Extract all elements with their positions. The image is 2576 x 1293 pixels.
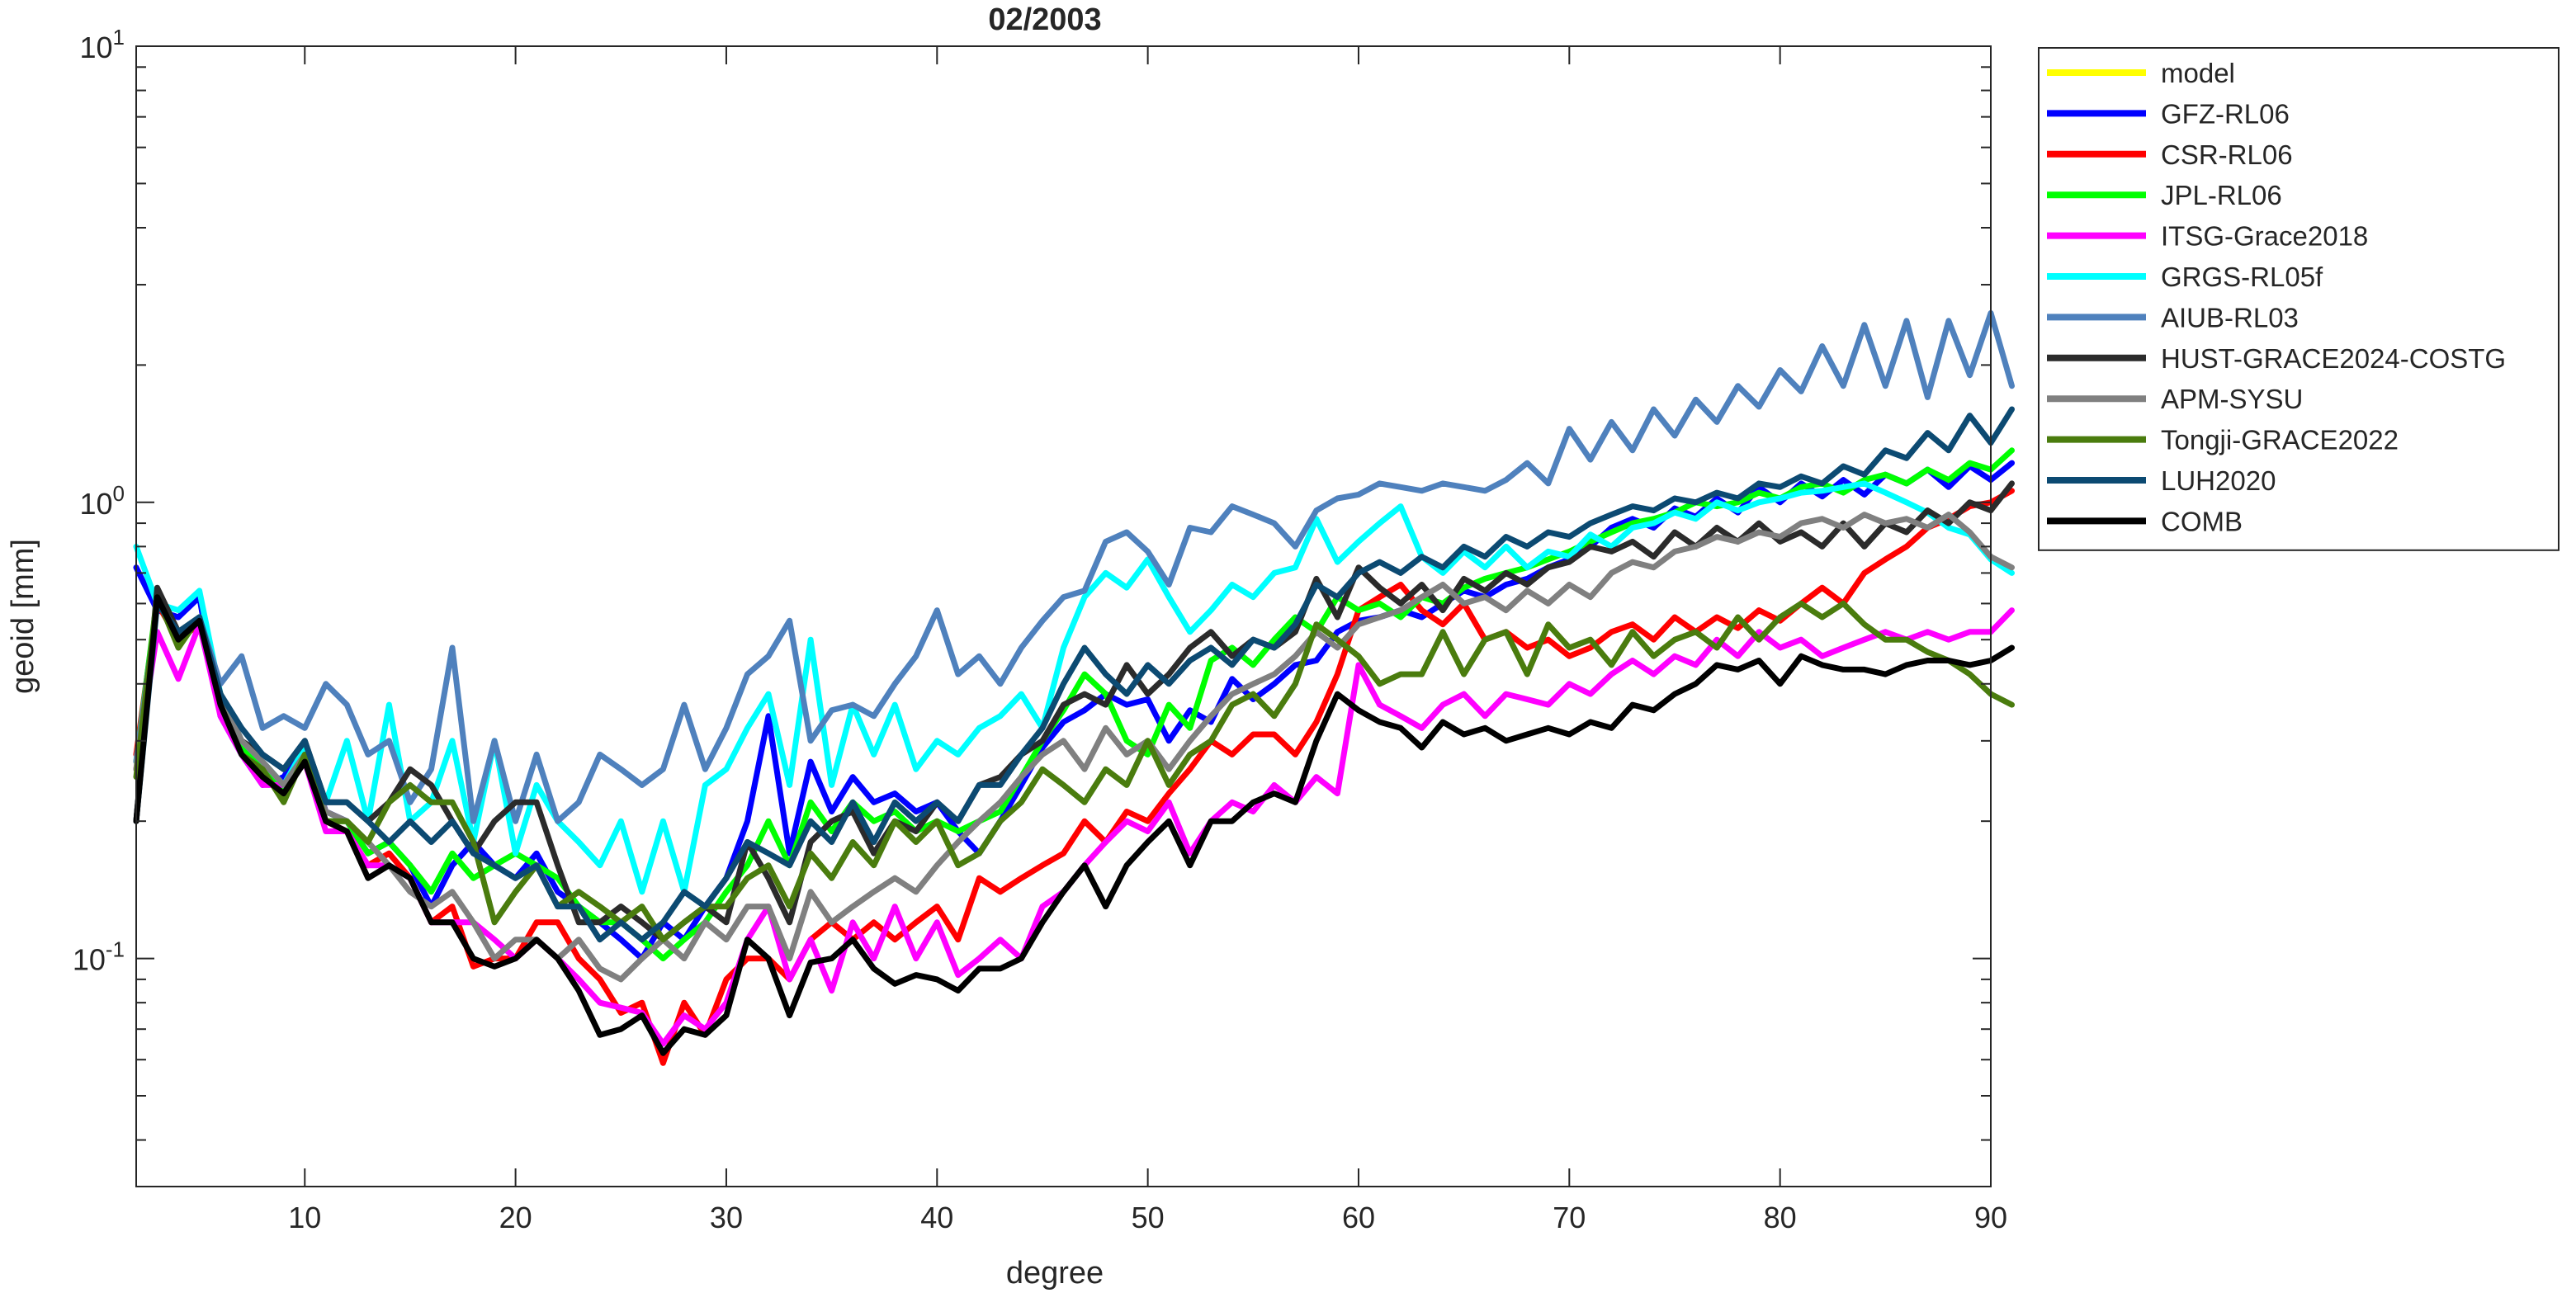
legend-label: CSR-RL06 <box>2161 139 2293 170</box>
legend-label: ITSG-Grace2018 <box>2161 221 2368 252</box>
x-tick-label: 80 <box>1764 1201 1797 1234</box>
series-line-aiub-rl03 <box>133 309 2015 824</box>
series-line-tongji-grace2022 <box>133 594 2015 943</box>
series-line-comb <box>133 594 2015 1056</box>
y-axis: 10-1 100 101 <box>73 25 1991 1141</box>
series-line-apm-sysu <box>133 512 2015 983</box>
x-tick-label: 30 <box>710 1201 743 1234</box>
series-layer <box>133 309 2015 1066</box>
legend-label: GFZ-RL06 <box>2161 98 2290 129</box>
legend-label: COMB <box>2161 506 2243 536</box>
series-line-csr-rl06 <box>133 488 2015 1066</box>
legend-label: LUH2020 <box>2161 465 2276 496</box>
legend-label: APM-SYSU <box>2161 384 2303 414</box>
plot-area <box>136 46 1991 1187</box>
y-tick-label: 10-1 <box>73 937 125 977</box>
y-tick-label: 100 <box>79 481 125 521</box>
x-tick-label: 40 <box>920 1201 953 1234</box>
legend-label: GRGS-RL05f <box>2161 262 2323 292</box>
x-axis-label: degree <box>1006 1256 1104 1291</box>
plot-frame <box>135 45 1992 1187</box>
x-tick-label: 50 <box>1132 1201 1165 1234</box>
y-tick-label: 101 <box>79 25 125 64</box>
x-tick-label: 20 <box>499 1201 532 1234</box>
chart-title: 02/2003 <box>988 2 1101 37</box>
legend-label: model <box>2161 58 2235 88</box>
series-line-luh2020 <box>133 406 2015 943</box>
x-tick-label: 10 <box>288 1201 321 1234</box>
x-tick-label: 90 <box>1974 1201 2007 1234</box>
series-line-grgs-rl05f <box>133 480 2015 895</box>
legend: model GFZ-RL06 CSR-RL06 JPL-RL06 ITSG-Grace2… <box>2038 47 2559 551</box>
legend-label: AIUB-RL03 <box>2161 302 2299 333</box>
x-tick-label: 60 <box>1342 1201 1375 1234</box>
legend-label: HUST-GRACE2024-COSTG <box>2161 343 2506 374</box>
legend-label: JPL-RL06 <box>2161 180 2282 210</box>
legend-label: Tongji-GRACE2022 <box>2161 425 2399 455</box>
x-axis: 10 20 30 40 50 60 70 80 90 <box>288 46 2007 1234</box>
y-axis-label: geoid [mm] <box>6 539 40 694</box>
x-tick-label: 70 <box>1553 1201 1586 1234</box>
legend-box <box>2038 47 2559 551</box>
